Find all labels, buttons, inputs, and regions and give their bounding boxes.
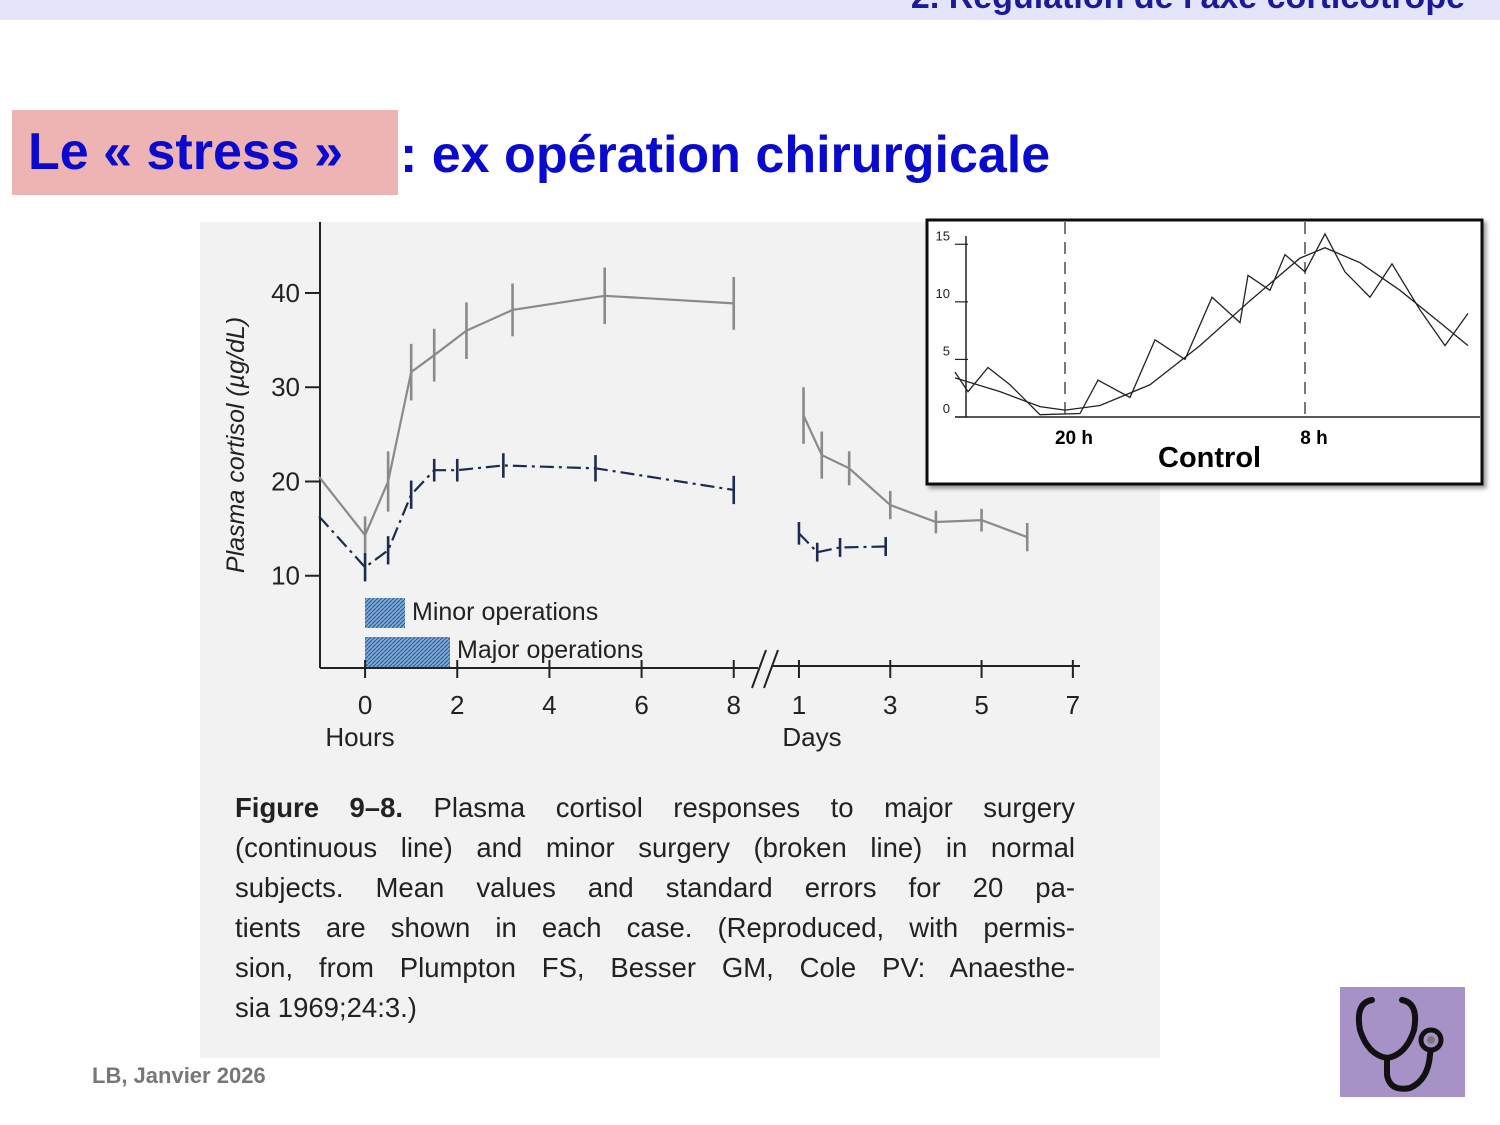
inset-chart: 0 5 10 15 20 h 8 h Control xyxy=(925,218,1484,486)
x-axis-label: Hours xyxy=(325,722,394,752)
x-axis-label: Days xyxy=(782,722,841,752)
x-tick-label: 4 xyxy=(542,690,556,720)
caption-text: sion, from Plumpton FS, Besser GM, Cole … xyxy=(235,952,1075,983)
caption-line: Figure 9–8. Plasma cortisol responses to… xyxy=(235,788,1075,828)
x-tick-label: 3 xyxy=(883,690,897,720)
series-line xyxy=(798,532,886,554)
inset-label: Control xyxy=(1158,442,1261,474)
x-tick-label: 8 xyxy=(727,690,741,720)
y-tick-label: 30 xyxy=(271,372,300,402)
header-title: 2. Régulation de l'axe corticotrope xyxy=(911,0,1465,16)
legend-label: Major operations xyxy=(457,636,643,664)
footer: LB, Janvier 2026 xyxy=(92,1063,266,1088)
legend-patch xyxy=(365,637,450,667)
x-tick-label: 20 h xyxy=(1055,428,1093,449)
caption-line: sion, from Plumpton FS, Besser GM, Cole … xyxy=(235,948,1075,988)
header-band xyxy=(0,0,1500,20)
x-tick-label: 6 xyxy=(634,690,648,720)
y-tick-label: 20 xyxy=(271,466,300,496)
series-line xyxy=(954,232,1469,416)
y-tick-label: 5 xyxy=(943,343,950,358)
x-tick-label: 0 xyxy=(358,690,372,720)
y-tick-label: 10 xyxy=(936,286,950,301)
title-highlight-box xyxy=(12,110,398,195)
caption-text: (continuous line) and minor surgery (bro… xyxy=(235,832,1075,863)
caption-text: tients are shown in each case. (Reproduc… xyxy=(235,912,1075,943)
axis-break xyxy=(751,649,779,689)
stethoscope-icon xyxy=(1340,987,1465,1097)
caption-text: subjects. Mean values and standard error… xyxy=(235,872,1075,903)
title-highlight: Le « stress » xyxy=(28,123,344,181)
x-tick-label: 1 xyxy=(792,690,806,720)
y-tick-label: 10 xyxy=(271,561,300,591)
caption-text: Plasma cortisol responses to major surge… xyxy=(433,792,1076,823)
caption-label: Figure 9–8. xyxy=(235,792,404,823)
legend-label: Minor operations xyxy=(412,598,598,626)
x-tick-label: 2 xyxy=(450,690,464,720)
y-tick-label: 0 xyxy=(943,401,950,416)
legend-patch xyxy=(365,598,405,628)
y-tick-label: 40 xyxy=(271,278,300,308)
y-axis-label: Plasma cortisol (µg/dL) xyxy=(222,317,250,573)
caption-line: subjects. Mean values and standard error… xyxy=(235,868,1075,908)
caption-line: (continuous line) and minor surgery (bro… xyxy=(235,828,1075,868)
inset-label-box xyxy=(1155,430,1277,478)
x-tick-label: 7 xyxy=(1066,690,1080,720)
y-tick-label: 15 xyxy=(936,228,950,243)
caption-text: sia 1969;24:3.) xyxy=(235,992,417,1023)
caption-line: sia 1969;24:3.) xyxy=(235,988,1075,1028)
title-rest: : ex opération chirurgicale xyxy=(400,126,1051,184)
caption-line: tients are shown in each case. (Reproduc… xyxy=(235,908,1075,948)
x-tick-label: 8 h xyxy=(1300,428,1327,449)
series-line xyxy=(954,247,1469,411)
x-tick-label: 5 xyxy=(974,690,988,720)
